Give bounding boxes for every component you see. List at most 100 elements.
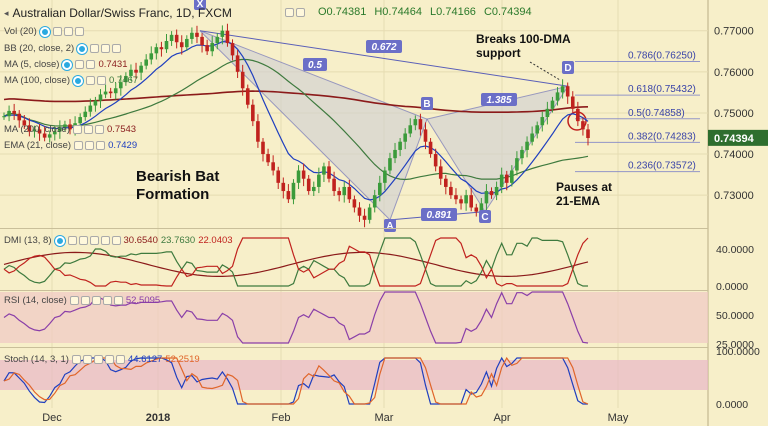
open-value: O0.74381 (318, 6, 367, 18)
legend-ema21[interactable]: EMA (21, close) 0.7429 (4, 140, 137, 151)
eye-icon[interactable] (75, 60, 85, 69)
legend-bb[interactable]: BB (20, close, 2) (4, 43, 122, 54)
move-down-icon[interactable] (115, 355, 125, 364)
candle-body (525, 141, 529, 150)
candle-body (210, 43, 215, 52)
legend-ma200[interactable]: MA (200, close) 0.7543 (4, 124, 136, 135)
candle-body (58, 127, 62, 132)
candle-body (52, 131, 57, 135)
settings-icon[interactable] (80, 296, 90, 305)
settings-icon[interactable] (78, 236, 88, 245)
candle-body (63, 124, 67, 128)
gear-icon[interactable] (73, 75, 83, 86)
gear-icon[interactable] (77, 43, 88, 54)
candle-body (220, 30, 225, 37)
close-icon[interactable] (96, 141, 106, 150)
gear-icon[interactable] (62, 59, 73, 70)
ratio-label: 0.5 (308, 60, 322, 71)
candle-body (408, 125, 413, 134)
eye-icon[interactable] (67, 236, 77, 245)
candle-body (27, 125, 32, 132)
close-icon[interactable] (91, 296, 101, 305)
collapse-arrow-icon[interactable]: ◂ (4, 7, 9, 18)
candle-body (159, 47, 164, 50)
pane-separator[interactable] (0, 290, 708, 291)
candle-body (281, 182, 286, 192)
legend-rsi[interactable]: RSI (14, close) 52.5095 (4, 295, 160, 306)
candle-body (271, 162, 275, 171)
legend-vol[interactable]: Vol (20) (4, 26, 84, 37)
legend-stoch[interactable]: Stoch (14, 3, 1) 44.6127 52.2519 (4, 354, 200, 365)
candle-body (393, 149, 397, 159)
settings-icon[interactable] (101, 44, 111, 53)
move-down-icon[interactable] (111, 236, 121, 245)
price-axis-background (708, 0, 768, 426)
legend-ma100[interactable]: MA (100, close) 0.7467 (4, 75, 138, 86)
settings-icon[interactable] (86, 60, 96, 69)
candle-body (134, 69, 138, 73)
pattern-point-badge (194, 0, 206, 10)
gear-icon[interactable] (54, 235, 65, 246)
eye-icon[interactable] (73, 125, 82, 134)
move-up-icon[interactable] (102, 296, 112, 305)
pane-separator[interactable] (0, 228, 708, 229)
fib-level-label: 0.786(0.76250) (628, 51, 696, 62)
candle-body (520, 149, 524, 159)
candle-body (438, 166, 443, 179)
ema21-value: 0.7429 (108, 140, 138, 151)
candle-body (403, 133, 407, 142)
close-icon[interactable] (89, 236, 99, 245)
eye-icon[interactable] (86, 76, 95, 85)
symbol-title[interactable]: Australian Dollar/Swiss Franc, 1D, FXCM (12, 6, 232, 20)
eye-icon[interactable] (71, 355, 81, 364)
close-icon[interactable] (74, 27, 84, 36)
eye-icon[interactable] (69, 296, 79, 305)
settings-icon[interactable] (82, 355, 92, 364)
gear-icon[interactable] (39, 26, 50, 37)
legend-ma5[interactable]: MA (5, close) 0.7431 (4, 59, 128, 70)
candle-body (504, 174, 509, 183)
candle-body (149, 53, 154, 60)
sub-tick-label: 40.0000 (716, 244, 754, 256)
settings-icon[interactable] (296, 8, 305, 17)
candle-body (245, 88, 250, 105)
candle-body (449, 186, 453, 196)
close-icon[interactable] (112, 44, 122, 53)
close-icon[interactable] (93, 355, 103, 364)
settings-icon[interactable] (63, 27, 73, 36)
ma5-value: 0.7431 (98, 59, 128, 70)
price-tick-label: 0.75000 (714, 108, 754, 120)
candle-body (474, 207, 479, 212)
legend-dmi[interactable]: DMI (13, 8) 30.6540 23.7630 22.0403 (4, 235, 233, 246)
candle-body (215, 36, 220, 44)
date-tick-label: May (608, 412, 629, 424)
sub-tick-label: 100.0000 (716, 346, 760, 358)
candle-body (174, 34, 179, 43)
candle-body (535, 125, 540, 134)
dmi-adx-value: 30.6540 (123, 235, 158, 246)
move-down-icon[interactable] (113, 296, 123, 305)
legend-label: MA (100, close) (4, 75, 70, 86)
settings-icon[interactable] (97, 76, 106, 85)
candle-body (256, 121, 260, 142)
eye-icon[interactable] (285, 8, 294, 17)
move-up-icon[interactable] (104, 355, 114, 364)
candle-body (185, 38, 189, 48)
candle-body (251, 104, 255, 122)
move-up-icon[interactable] (100, 236, 110, 245)
eye-icon[interactable] (52, 27, 62, 36)
candle-body (494, 186, 499, 196)
close-icon[interactable] (95, 125, 104, 134)
settings-icon[interactable] (84, 125, 93, 134)
sub-tick-label: 25.0000 (716, 339, 754, 351)
candle-body (362, 215, 367, 220)
candle-body (230, 43, 235, 56)
last-price-badge (708, 129, 768, 146)
candle-body (78, 117, 82, 124)
ratio-badge (421, 208, 457, 221)
settings-icon[interactable] (85, 141, 95, 150)
eye-icon[interactable] (74, 141, 84, 150)
candle-body (413, 119, 418, 126)
pane-separator[interactable] (0, 347, 708, 348)
eye-icon[interactable] (90, 44, 100, 53)
